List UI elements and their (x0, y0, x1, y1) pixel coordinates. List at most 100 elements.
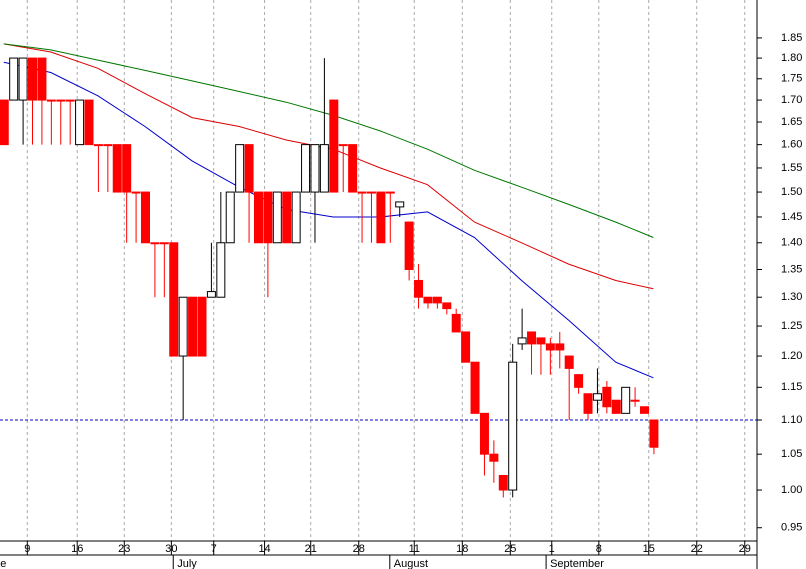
candle-body (329, 99, 339, 193)
candle-body (442, 302, 452, 310)
candle-body (489, 453, 499, 462)
month-label: July (177, 558, 197, 569)
candle-body (112, 144, 122, 193)
candle-body (404, 221, 414, 270)
candle-body (140, 191, 150, 244)
candle-body (574, 374, 584, 388)
y-tick-label: 1.15 (781, 381, 802, 393)
candle-body (93, 144, 103, 147)
candle-body (414, 279, 424, 298)
x-tick-label: 22 (691, 543, 703, 555)
candle-body (272, 191, 282, 244)
candle-body (423, 296, 433, 304)
candle-body (131, 191, 141, 194)
candle-body (103, 144, 113, 147)
candle-body (178, 296, 188, 357)
x-tick-label: 7 (211, 543, 217, 555)
x-tick-label: 1 (549, 543, 555, 555)
x-tick-label: 21 (305, 543, 317, 555)
candle-body (517, 337, 527, 345)
candle-body (602, 386, 612, 408)
candle-body (611, 399, 621, 414)
candle-body (206, 291, 216, 298)
x-tick-label: 15 (643, 543, 655, 555)
candle-body (357, 191, 367, 194)
candle-body (592, 393, 602, 401)
candle-body (122, 144, 132, 193)
y-tick-label: 1.45 (781, 211, 802, 223)
candle-body (28, 57, 38, 101)
candle-body (479, 412, 489, 455)
y-tick-label: 1.75 (781, 73, 802, 85)
y-tick-label: 1.55 (781, 162, 802, 174)
candle-body (432, 296, 442, 304)
candle-body (46, 99, 56, 102)
x-tick-label: 11 (409, 543, 420, 555)
candle-body (564, 355, 574, 369)
candle-body (291, 191, 301, 244)
y-tick-label: 1.70 (781, 94, 802, 106)
x-tick-label: 14 (258, 543, 270, 555)
candle-body (150, 242, 160, 245)
moving-average (3, 61, 654, 379)
candle-body (253, 191, 263, 244)
candle-body (263, 191, 273, 244)
candle-body (545, 343, 555, 351)
candle-body (56, 99, 66, 102)
candle-body (37, 57, 47, 101)
candle-body (461, 331, 471, 363)
y-tick-label: 1.80 (781, 52, 802, 64)
y-tick-label: 1.25 (781, 320, 802, 332)
x-tick-label: 29 (739, 543, 751, 555)
candle-body (169, 242, 179, 357)
x-tick-label: 23 (118, 543, 130, 555)
y-tick-label: 0.95 (781, 522, 802, 534)
candle-body (640, 406, 650, 414)
candle-body (0, 99, 9, 146)
candle-body (649, 419, 659, 448)
candle-body (216, 242, 226, 298)
candle-body (75, 99, 85, 146)
y-tick-label: 1.60 (781, 139, 802, 151)
candle-body (84, 99, 94, 146)
candle-body (385, 191, 395, 194)
candle-body (65, 99, 75, 102)
y-tick-label: 1.20 (781, 350, 802, 362)
candle-body (225, 191, 235, 244)
candle-body (348, 144, 358, 193)
candle-body (536, 337, 546, 345)
x-tick-label: 25 (504, 543, 516, 555)
candle-body (470, 361, 480, 414)
x-tick-label: 16 (71, 543, 83, 555)
candle-body (235, 144, 245, 193)
month-label: e (0, 558, 6, 569)
candle-body (630, 399, 640, 402)
candle-body (621, 386, 631, 414)
candle-body (451, 313, 461, 333)
y-tick-label: 1.85 (781, 32, 802, 44)
x-tick-label: 30 (165, 543, 177, 555)
candle-body (310, 144, 320, 193)
x-tick-label: 8 (596, 543, 602, 555)
candle-body (395, 201, 405, 208)
candle-body (9, 57, 19, 101)
y-tick-label: 1.65 (781, 116, 802, 128)
y-tick-label: 1.10 (781, 414, 802, 426)
x-tick-label: 9 (24, 543, 30, 555)
x-tick-label: 28 (353, 543, 365, 555)
candle-body (366, 191, 376, 194)
candle-body (197, 296, 207, 357)
y-tick-label: 1.00 (781, 484, 802, 496)
y-tick-label: 1.05 (781, 448, 802, 460)
candle-body (282, 191, 292, 244)
month-label: August (394, 558, 428, 569)
candle-body (376, 191, 386, 244)
candle-body (319, 144, 329, 193)
candle-body (338, 144, 348, 147)
month-label: September (550, 558, 604, 569)
x-tick-label: 18 (456, 543, 468, 555)
candle-body (18, 57, 28, 101)
